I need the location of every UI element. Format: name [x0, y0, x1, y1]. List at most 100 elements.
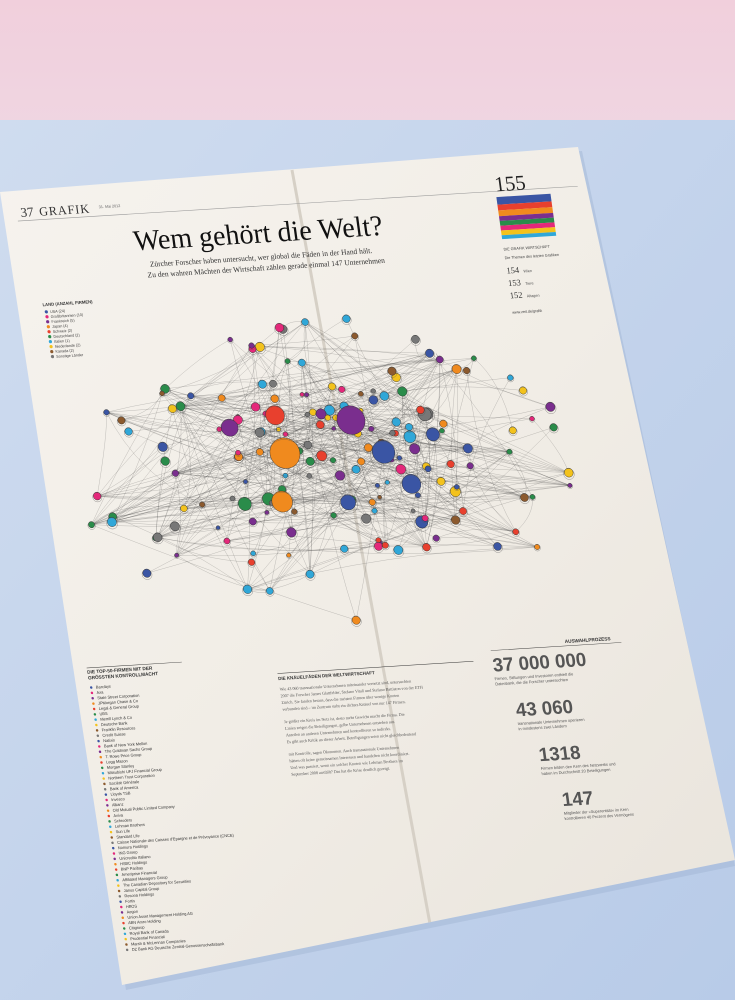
network-node	[229, 495, 236, 502]
network-node-ring	[330, 512, 338, 520]
legend-swatch	[45, 315, 49, 319]
network-node	[301, 318, 309, 326]
legend-swatch	[47, 330, 51, 334]
network-node-ring	[237, 497, 254, 515]
legend: USA (24)Großbritannien (10)Frankreich (5…	[44, 309, 84, 359]
top50-item: Bank of New York Mellon	[104, 741, 148, 749]
network-node	[520, 493, 529, 502]
network-node-ring	[421, 543, 432, 554]
legend-swatch	[46, 320, 50, 324]
network-node	[227, 336, 233, 343]
network-node	[409, 443, 421, 455]
network-node-ring	[384, 480, 391, 486]
network-node	[270, 394, 279, 403]
network-node-ring	[324, 415, 332, 423]
network-node	[368, 395, 379, 405]
top50-marker	[100, 761, 103, 764]
network-node-ring	[421, 462, 432, 473]
top50-item: Axa	[96, 689, 104, 694]
sidebar-number: 155	[493, 170, 527, 196]
network-node-ring	[227, 337, 234, 344]
network-node-ring	[436, 477, 447, 488]
network-node	[361, 513, 372, 524]
network-node-ring	[263, 406, 287, 430]
network-node-ring	[370, 388, 377, 395]
network-node	[411, 334, 420, 344]
network-node	[168, 404, 177, 413]
stats-text: Firmen bilden den Kern des Netzwerks und	[540, 761, 615, 771]
network-node-ring	[187, 392, 195, 401]
network-node-ring	[299, 392, 305, 398]
network-node	[342, 314, 351, 323]
network-node-ring	[357, 391, 364, 398]
legend-item: Deutschland (2)	[53, 333, 80, 339]
top50-marker	[112, 852, 116, 855]
legend-item: Japan (4)	[52, 324, 69, 329]
network-node-ring	[451, 364, 463, 377]
network-node-ring	[124, 427, 134, 438]
stats-text: haben im Durchschnitt 20 Beteiligungen	[541, 767, 611, 776]
network-graph	[87, 314, 575, 627]
network-node	[159, 390, 165, 397]
stats-text: transnationale Unternehmen operieren	[517, 717, 584, 726]
sidebar-stat-number: 154	[506, 265, 521, 276]
network-node	[415, 492, 421, 499]
network-node	[421, 514, 429, 522]
top50-item: The Goldman Sachs Group	[104, 746, 153, 754]
network-node-ring	[360, 514, 373, 526]
network-node-ring	[446, 460, 456, 470]
network-node	[436, 355, 444, 364]
sidebar-link: www.zeit.de/grafik	[512, 309, 543, 315]
stats-text: in mindestens zwei Ländern	[518, 723, 567, 731]
network-node-ring	[248, 342, 256, 350]
network-node-ring	[466, 462, 475, 471]
network-node-ring	[303, 441, 313, 451]
network-node-ring	[300, 318, 310, 328]
network-node	[93, 491, 102, 501]
network-node	[436, 476, 446, 486]
top50-item: HBOS	[126, 903, 138, 909]
network-node-ring	[250, 402, 262, 414]
network-node-ring	[391, 417, 402, 429]
top50-item: JPMorgan Chase & Co	[98, 698, 139, 706]
sidebar-caption: Die Themen des letzten Grafiken	[504, 253, 559, 260]
network-node	[358, 391, 364, 397]
network-node	[416, 405, 425, 414]
top50-item: Old Mutual Public Limited Company	[112, 804, 175, 813]
top50-marker	[123, 932, 127, 936]
legend-swatch	[50, 354, 55, 359]
sidebar-stat-text: Wien	[523, 269, 532, 274]
network-node	[411, 508, 416, 513]
sidebar-stat-text: Tiere	[525, 281, 534, 286]
network-node-ring	[545, 402, 557, 414]
top50-item: UBS	[99, 711, 108, 717]
top50-marker	[98, 750, 102, 754]
top50-marker	[108, 820, 111, 823]
network-node-ring	[341, 315, 352, 325]
top50-item: Resona Holdings	[124, 892, 154, 899]
network-node-ring	[254, 428, 266, 440]
top50-marker	[112, 846, 115, 850]
network-node	[384, 479, 390, 485]
top50-item: Unicredito Italiano	[119, 854, 152, 861]
stats-text: Firmen, Stiftungen und Investoren enthie…	[494, 671, 574, 681]
network-node	[451, 515, 461, 525]
article-line: Anteilen an anderen Unternehmen und kont…	[286, 726, 391, 738]
legend-item: Niederlande (2)	[55, 343, 82, 349]
network-node	[351, 464, 361, 474]
top50-marker	[91, 697, 94, 700]
top50-item: ABN Amro Holding	[128, 918, 161, 925]
network-node	[545, 401, 556, 412]
network-node	[88, 521, 95, 529]
network-node	[187, 392, 195, 400]
network-node	[454, 484, 460, 490]
top50-marker	[90, 691, 94, 695]
network-node-ring	[268, 380, 278, 390]
top50-item: Morgan Stanley	[107, 763, 135, 770]
network-node	[405, 423, 413, 431]
network-node-ring	[435, 356, 445, 365]
network-node	[199, 501, 206, 508]
top50-marker	[92, 702, 95, 705]
top50-marker	[111, 841, 114, 845]
